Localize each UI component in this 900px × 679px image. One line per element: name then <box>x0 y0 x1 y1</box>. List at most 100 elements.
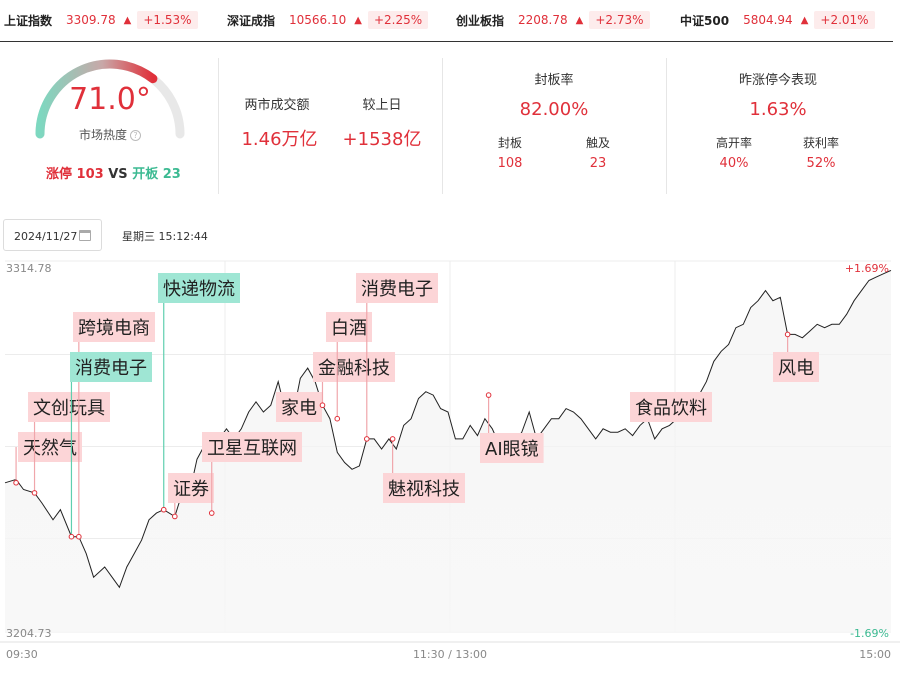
index-item-chinext[interactable]: 创业板指 2208.78 ▲ +2.73% <box>456 9 650 31</box>
annotation-tag[interactable]: 消费电子 <box>68 352 152 540</box>
annotation-label: 文创玩具 <box>33 398 105 419</box>
limit-up-count: 103 <box>76 167 104 182</box>
annotation-box <box>326 312 372 342</box>
annotation-label: 消费电子 <box>75 358 147 379</box>
annotation-box <box>356 273 438 303</box>
sealed-count: 108 <box>497 156 523 171</box>
annotation-tag[interactable]: 白酒 <box>326 312 372 422</box>
yesterday-title: 昨涨停今表现 <box>738 73 817 88</box>
index-change: +2.73% <box>589 11 650 29</box>
yesterday-value: 1.63% <box>749 99 807 120</box>
annotation-box <box>70 352 152 382</box>
broken-count: 23 <box>162 167 181 182</box>
annotation-tag[interactable]: 消费电子 <box>356 273 438 442</box>
index-name: 中证500 <box>680 13 730 28</box>
annotation-tag[interactable]: 食品饮料 <box>630 392 712 422</box>
annotation-dot <box>208 510 215 516</box>
divider <box>0 41 893 42</box>
up-arrow-icon: ▲ <box>123 14 132 26</box>
up-arrow-icon: ▲ <box>575 14 584 26</box>
series-line <box>4 269 892 589</box>
annotation-dot <box>172 513 178 520</box>
x-label-close: 15:00 <box>859 648 891 661</box>
heat-label: 市场热度 <box>78 128 127 142</box>
pct-bottom-label: -1.69% <box>850 627 889 640</box>
up-arrow-icon: ▲ <box>354 14 362 26</box>
y-top-label: 3314.78 <box>6 262 52 275</box>
annotation-dot <box>160 506 167 513</box>
touched-label: 触及 <box>585 136 610 150</box>
annotation-box <box>773 352 819 382</box>
index-bar: 上证指数 3309.78 ▲ +1.53% 深证成指 10566.10 ▲ +2… <box>0 0 900 40</box>
heat-gauge: 71.0° 市场热度? <box>30 54 190 154</box>
annotation-label: 魅视科技 <box>388 479 460 500</box>
annotation-box <box>630 392 712 422</box>
compare-label: 较上日 <box>362 98 402 113</box>
annotation-tag[interactable]: 风电 <box>773 331 819 382</box>
high-open-value: 40% <box>719 156 749 171</box>
divider <box>442 58 443 194</box>
sealed-label: 封板 <box>497 136 522 150</box>
annotation-label: 家电 <box>281 398 317 419</box>
compare-value: +1538亿 <box>342 129 422 150</box>
index-item-shanghai[interactable]: 上证指数 3309.78 ▲ +1.53% <box>4 9 198 31</box>
index-item-shenzhen[interactable]: 深证成指 10566.10 ▲ +2.25% <box>227 9 429 31</box>
index-change: +1.53% <box>137 11 198 29</box>
turnover-value: 1.46万亿 <box>241 129 318 150</box>
annotation-label: 白酒 <box>331 318 367 339</box>
annotation-box <box>168 473 214 503</box>
annotation-dot <box>485 392 492 398</box>
heat-value: 71.0° <box>69 82 151 117</box>
annotation-box <box>276 392 322 422</box>
annotation-box <box>480 433 544 463</box>
intraday-chart: 天然气文创玩具跨境电商消费电子快递物流证券卫星互联网家电金融科技白酒消费电子魅视… <box>0 260 900 661</box>
annotation-tag[interactable]: 天然气 <box>13 432 82 486</box>
divider <box>666 58 667 194</box>
annotation-dot <box>363 436 370 442</box>
annotation-label: 天然气 <box>23 438 77 459</box>
date-picker[interactable]: 2024/11/27 <box>3 219 102 251</box>
index-name: 创业板指 <box>456 13 505 28</box>
annotation-dot <box>319 402 326 409</box>
annotation-dot <box>13 479 19 486</box>
index-name: 上证指数 <box>4 13 53 28</box>
annotation-label: 卫星互联网 <box>207 438 297 459</box>
annotation-dot <box>784 331 791 338</box>
divider <box>218 58 219 194</box>
question-circle-icon[interactable]: ? <box>130 130 141 141</box>
annotation-box <box>313 352 395 382</box>
high-open-label: 高开率 <box>715 136 752 150</box>
annotation-tag[interactable]: 证券 <box>168 473 214 520</box>
annotation-dot <box>68 533 75 540</box>
annotation-tag[interactable]: 卫星互联网 <box>202 432 302 516</box>
annotation-label: 跨境电商 <box>78 318 150 339</box>
annotation-tag[interactable]: 金融科技 <box>313 352 395 409</box>
annotation-tag[interactable]: 快递物流 <box>158 273 240 513</box>
seal-title: 封板率 <box>534 73 574 88</box>
annotation-tag[interactable]: 跨境电商 <box>73 312 155 540</box>
annotation-dot <box>76 533 82 540</box>
gauge-arc <box>35 59 185 139</box>
annotation-tag[interactable]: 文创玩具 <box>28 392 110 496</box>
up-arrow-icon: ▲ <box>800 14 809 26</box>
annotation-label: 风电 <box>778 358 814 379</box>
profit-value: 52% <box>806 156 836 171</box>
index-change: +2.25% <box>367 11 429 29</box>
index-item-csi500[interactable]: 中证500 5804.94 ▲ +2.01% <box>680 9 875 31</box>
index-value: 2208.78 <box>518 13 568 27</box>
weekday-time: 星期三 15:12:44 <box>122 230 208 243</box>
annotation-box <box>73 312 155 342</box>
annotation-tag[interactable]: 魅视科技 <box>383 436 465 503</box>
index-name: 深证成指 <box>227 13 276 28</box>
calendar-icon[interactable] <box>79 230 91 241</box>
date-value: 2024/11/27 <box>14 230 78 243</box>
series-area <box>5 270 891 632</box>
index-value: 5804.94 <box>743 13 793 27</box>
pct-top-label: +1.69% <box>845 262 889 275</box>
vs-text: VS <box>108 167 128 182</box>
annotation-dot <box>334 415 341 422</box>
x-label-open: 09:30 <box>6 648 38 661</box>
profit-label: 获利率 <box>802 136 839 150</box>
annotation-tag[interactable]: AI眼镜 <box>480 392 544 463</box>
annotation-tag[interactable]: 家电 <box>276 392 322 422</box>
